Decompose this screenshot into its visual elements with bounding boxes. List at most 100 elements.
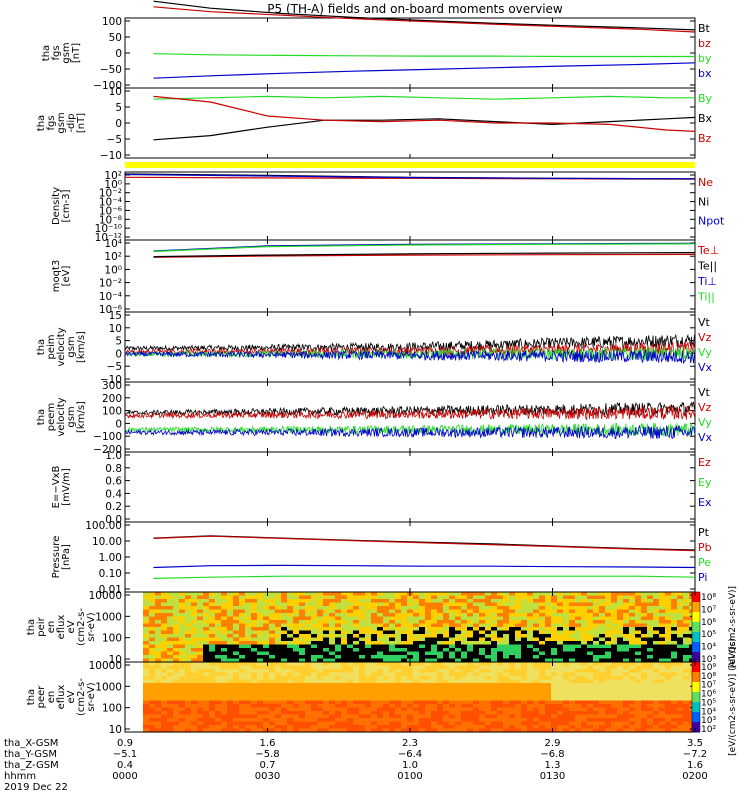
heatmap-cell — [455, 623, 462, 628]
heatmap-cell — [497, 669, 504, 674]
heatmap-cell — [587, 686, 594, 691]
heatmap-cell — [263, 669, 270, 674]
heatmap-cell — [671, 718, 678, 723]
heatmap-cell — [431, 655, 438, 660]
heatmap-cell — [551, 658, 558, 663]
heatmap-cell — [173, 672, 180, 677]
heatmap-cell — [641, 634, 648, 639]
heatmap-cell — [503, 637, 510, 642]
heatmap-cell — [143, 683, 150, 688]
heatmap-cell — [125, 728, 132, 733]
heatmap-cell — [377, 595, 384, 600]
heatmap-cell — [581, 609, 588, 614]
heatmap-cell — [641, 718, 648, 723]
heatmap-cell — [497, 662, 504, 667]
heatmap-cell — [641, 721, 648, 726]
heatmap-cell — [257, 728, 264, 733]
heatmap-cell — [659, 616, 666, 621]
heatmap-cell — [131, 651, 138, 656]
heatmap-cell — [311, 676, 318, 681]
heatmap-cell — [581, 602, 588, 607]
heatmap-cell — [401, 616, 408, 621]
heatmap-cell — [281, 714, 288, 719]
heatmap-cell — [395, 679, 402, 684]
heatmap-cell — [233, 655, 240, 660]
heatmap-cell — [527, 697, 534, 702]
heatmap-cell — [527, 711, 534, 716]
y-tick-label: 0 — [115, 348, 122, 360]
heatmap-cell — [479, 641, 486, 646]
heatmap-cell — [635, 592, 642, 597]
heatmap-cell — [413, 592, 420, 597]
heatmap-cell — [185, 728, 192, 733]
heatmap-cell — [431, 690, 438, 695]
heatmap-cell — [197, 630, 204, 635]
heatmap-cell — [593, 609, 600, 614]
heatmap-cell — [521, 634, 528, 639]
heatmap-cell — [257, 644, 264, 649]
heatmap-cell — [641, 669, 648, 674]
heatmap-cell — [617, 599, 624, 604]
heatmap-cell — [521, 616, 528, 621]
heatmap-cell — [641, 651, 648, 656]
heatmap-cell — [581, 676, 588, 681]
heatmap-cell — [461, 599, 468, 604]
heatmap-cell — [497, 676, 504, 681]
heatmap-cell — [347, 690, 354, 695]
heatmap-cell — [533, 609, 540, 614]
heatmap-cell — [251, 655, 258, 660]
heatmap-cell — [503, 592, 510, 597]
heatmap-cell — [449, 714, 456, 719]
colorbar-segment — [692, 652, 700, 663]
heatmap-cell — [209, 704, 216, 709]
heatmap-cell — [311, 679, 318, 684]
heatmap-cell — [299, 637, 306, 642]
heatmap-cell — [605, 616, 612, 621]
heatmap-cell — [485, 679, 492, 684]
heatmap-cell — [191, 676, 198, 681]
heatmap-cell — [551, 609, 558, 614]
heatmap-cell — [305, 651, 312, 656]
heatmap-cell — [365, 662, 372, 667]
heatmap-cell — [221, 623, 228, 628]
heatmap-cell — [293, 602, 300, 607]
heatmap-cell — [245, 616, 252, 621]
heatmap-cell — [293, 606, 300, 611]
heatmap-cell — [125, 683, 132, 688]
heatmap-cell — [533, 697, 540, 702]
heatmap-cell — [683, 714, 690, 719]
heatmap-cell — [623, 623, 630, 628]
colorbar-label: 10⁴ — [701, 643, 716, 653]
heatmap-cell — [389, 655, 396, 660]
y-tick-label: 100 — [102, 406, 122, 418]
heatmap-cell — [647, 606, 654, 611]
heatmap-cell — [329, 728, 336, 733]
heatmap-cell — [185, 711, 192, 716]
heatmap-cell — [173, 599, 180, 604]
heatmap-cell — [617, 714, 624, 719]
heatmap-cell — [269, 627, 276, 632]
heatmap-cell — [281, 648, 288, 653]
heatmap-cell — [665, 644, 672, 649]
heatmap-cell — [251, 672, 258, 677]
heatmap-cell — [413, 641, 420, 646]
heatmap-cell — [611, 683, 618, 688]
heatmap-cell — [539, 700, 546, 705]
heatmap-cell — [485, 648, 492, 653]
heatmap-cell — [353, 613, 360, 618]
heatmap-cell — [671, 634, 678, 639]
heatmap-cell — [671, 676, 678, 681]
heatmap-cell — [131, 683, 138, 688]
heatmap-cell — [293, 613, 300, 618]
heatmap-cell — [317, 700, 324, 705]
heatmap-cell — [683, 707, 690, 712]
heatmap-cell — [647, 662, 654, 667]
y-axis-label: (cm2-s- — [76, 608, 87, 646]
heatmap-cell — [245, 651, 252, 656]
heatmap-cell — [521, 606, 528, 611]
heatmap-cell — [137, 662, 144, 667]
heatmap-cell — [233, 627, 240, 632]
heatmap-cell — [323, 627, 330, 632]
heatmap-cell — [347, 655, 354, 660]
heatmap-cell — [683, 620, 690, 625]
